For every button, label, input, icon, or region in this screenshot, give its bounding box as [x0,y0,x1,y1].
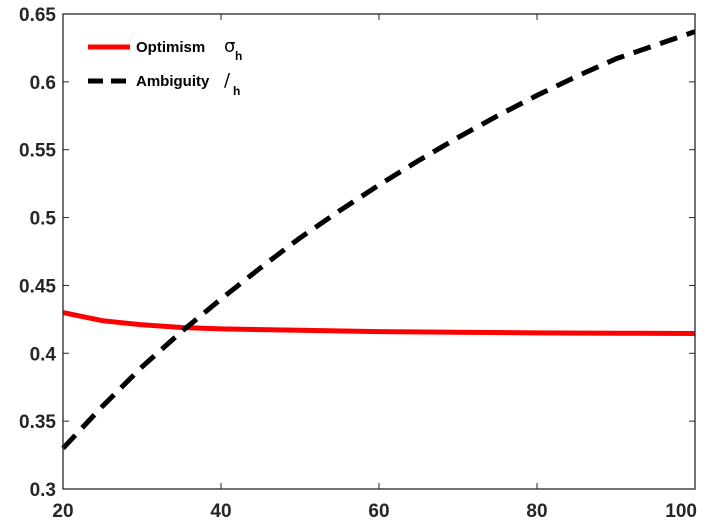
series-line-optimism [62,310,696,336]
y-tick-label: 0.5 [30,209,57,230]
y-tick-label: 0.65 [19,5,56,26]
y-tick-label: 0.55 [19,141,56,162]
y-tick-label: 0.4 [30,344,57,365]
x-tick-label: 100 [665,501,697,522]
y-tick-label: 0.6 [30,73,56,94]
series-line-ambiguity [61,29,696,451]
y-tick-label: 0.45 [19,276,56,297]
x-tick-label: 40 [210,501,231,522]
series-layer [61,29,696,451]
legend-symbol-optimism: σ [224,36,235,57]
legend-subscript-ambiguity: h [233,84,240,98]
legend-subscript-optimism: h [235,49,242,63]
legend: Optimism σ h Ambiguity / h [88,36,242,98]
x-tick-label: 80 [526,501,547,522]
x-tick-label: 20 [52,501,73,522]
legend-label-ambiguity: Ambiguity [136,73,210,90]
legend-label-optimism: Optimism [136,39,205,56]
legend-symbol-ambiguity: / [224,70,231,91]
x-tick-label: 60 [368,501,389,522]
tick-layer: 0.3 0.35 0.4 0.45 0.5 0.55 0.6 0.65 20 40 60 80 100 [19,5,697,522]
y-tick-label: 0.3 [30,480,56,501]
y-tick-label: 0.35 [19,412,56,433]
